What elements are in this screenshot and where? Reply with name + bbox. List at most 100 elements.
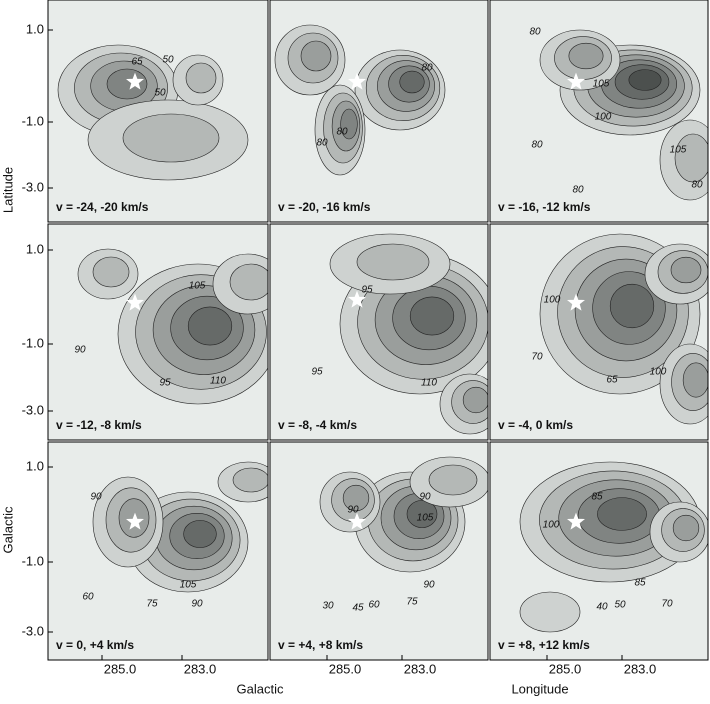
contour — [628, 69, 662, 91]
contour-label: 105 — [189, 281, 206, 292]
y-axis-label: Galactic — [0, 506, 15, 553]
panel-frame — [269, 441, 489, 661]
x-tick-label: 285.0 — [104, 661, 137, 676]
y-tick-label: 1.0 — [26, 21, 44, 36]
contour — [185, 62, 217, 94]
star-marker — [126, 293, 144, 311]
y-tick-label: -3.0 — [22, 623, 44, 638]
contour — [406, 500, 438, 528]
contour-map — [490, 442, 708, 660]
contour — [106, 68, 148, 100]
contour-label: 80 — [316, 138, 328, 149]
contour-label: 110 — [421, 378, 437, 389]
contour-label: 105 — [593, 79, 610, 90]
panel-label: v = -4, 0 km/s — [498, 418, 573, 432]
contour — [122, 113, 220, 163]
star-marker — [348, 290, 366, 308]
contour-label: 100 — [595, 112, 612, 123]
star-marker — [348, 512, 366, 530]
star-marker — [567, 72, 585, 90]
contour-map — [270, 224, 488, 440]
contour — [670, 256, 702, 284]
panel-frame — [489, 0, 709, 223]
x-tick-label: 285.0 — [549, 661, 582, 676]
contour-label: 90 — [191, 599, 203, 610]
contour-label: 90 — [347, 505, 359, 516]
y-tick-label: -3.0 — [22, 179, 44, 194]
panel-label: v = -16, -12 km/s — [498, 200, 591, 214]
x-axis-label: Longitude — [511, 681, 568, 696]
x-tick-label: 283.0 — [184, 661, 217, 676]
contour-map — [270, 442, 488, 660]
contour — [92, 256, 130, 288]
contour-label: 100 — [543, 520, 560, 531]
panel-frame — [269, 0, 489, 223]
contour-map — [48, 442, 268, 660]
contour-label: 85 — [634, 578, 646, 589]
contour-label: 50 — [154, 88, 166, 99]
contour-label: 65 — [131, 57, 143, 68]
x-axis-label: Galactic — [237, 681, 284, 696]
panel: 105 90 95 110 v = -12, -8 km/s — [47, 223, 269, 441]
panel: 90 105 90 90 75 60 45 30 v = +4, +8 km/s — [269, 441, 489, 661]
contour — [672, 514, 700, 542]
star-marker — [567, 293, 585, 311]
contour-label: 105 — [180, 580, 197, 591]
contour — [340, 108, 358, 140]
contour — [229, 263, 268, 301]
panel: 80 105 100 80 105 80 80 v = -16, -12 km/s — [489, 0, 709, 223]
panel-label: v = -24, -20 km/s — [56, 200, 149, 214]
contour — [682, 362, 708, 398]
contour-label: 80 — [336, 127, 348, 138]
star-marker — [348, 72, 366, 90]
contour-map — [270, 0, 488, 222]
y-tick-label: -1.0 — [22, 335, 44, 350]
y-tick-label: 1.0 — [26, 241, 44, 256]
panel-label: v = +4, +8 km/s — [278, 638, 363, 652]
contour — [356, 243, 430, 281]
contour-label: 90 — [423, 580, 435, 591]
y-tick-label: -1.0 — [22, 553, 44, 568]
panel-frame — [489, 223, 709, 441]
panel-label: v = -8, -4 km/s — [278, 418, 357, 432]
contour-label: 100 — [544, 295, 561, 306]
contour-label: 80 — [531, 140, 543, 151]
contour-label: 85 — [591, 492, 603, 503]
panel-label: v = 0, +4 km/s — [56, 638, 134, 652]
x-tick-label: 285.0 — [329, 661, 362, 676]
contour — [342, 484, 370, 512]
panel-frame — [269, 223, 489, 441]
contour-label: 100 — [650, 367, 667, 378]
contour-label: 95 — [311, 367, 323, 378]
panel: 65 50 50 v = -24, -20 km/s — [47, 0, 269, 223]
contour-label: 30 — [322, 601, 334, 612]
panel-frame — [47, 0, 269, 223]
contour — [609, 283, 655, 329]
contour-map — [490, 224, 708, 440]
contour — [568, 42, 604, 70]
panel: 90 105 90 75 60 v = 0, +4 km/s — [47, 441, 269, 661]
contour-label: 95 — [159, 378, 171, 389]
contour-label: 70 — [661, 599, 673, 610]
contour-label: 50 — [614, 600, 626, 611]
panel: 95 95 110 v = -8, -4 km/s — [269, 223, 489, 441]
contour — [409, 296, 455, 336]
contour-map — [48, 224, 268, 440]
contour-label: 95 — [361, 285, 373, 296]
contour — [399, 70, 425, 94]
contour — [519, 591, 581, 633]
contour-map — [48, 0, 268, 222]
contour-label: 110 — [210, 376, 226, 387]
panel-frame — [47, 441, 269, 661]
contour-label: 80 — [691, 180, 703, 191]
contour-label: 75 — [406, 597, 418, 608]
contour-label: 65 — [606, 375, 618, 386]
contour — [597, 497, 647, 531]
y-axis-label: Latitude — [0, 167, 15, 213]
y-tick-label: -3.0 — [22, 402, 44, 417]
contour-label: 105 — [670, 145, 687, 156]
contour — [462, 386, 488, 414]
contour — [428, 464, 478, 496]
panel-label: v = -20, -16 km/s — [278, 200, 371, 214]
